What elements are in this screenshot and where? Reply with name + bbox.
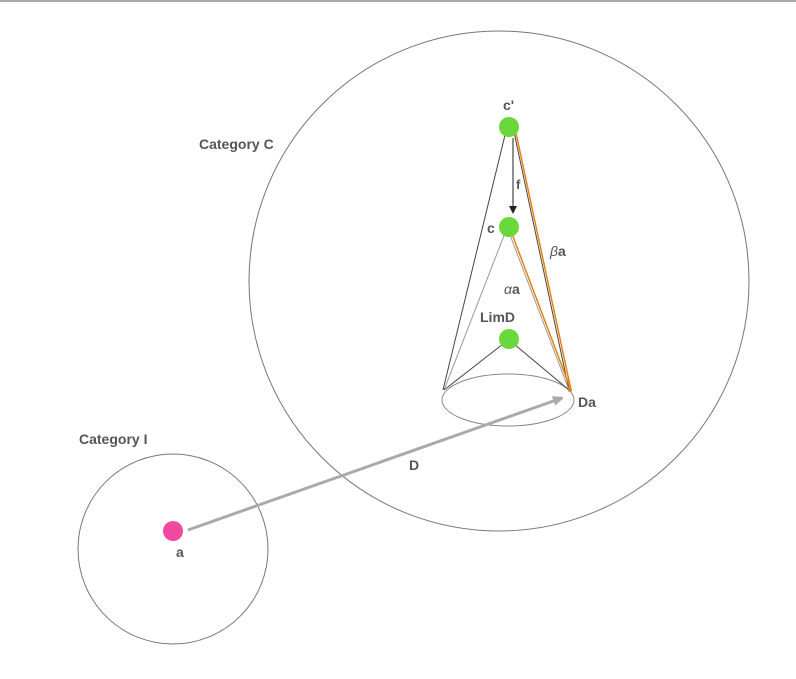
category-c-circle	[248, 30, 750, 532]
beta-a-component	[515, 132, 572, 391]
cone-c-right	[509, 234, 570, 391]
category-i-circle	[77, 453, 269, 645]
alpha-symbol: α	[504, 281, 513, 297]
object-c-prime	[499, 117, 519, 137]
morphism-f-label: f	[516, 177, 521, 192]
alpha-suffix: a	[512, 281, 520, 297]
object-a-label: a	[176, 544, 184, 560]
object-limd-label: LimD	[480, 309, 515, 325]
object-limd	[499, 329, 519, 349]
object-c	[499, 217, 519, 237]
cone-c-prime-right	[513, 131, 570, 391]
category-i-label: Category I	[79, 431, 147, 447]
object-a	[163, 521, 183, 541]
cone-c-left	[443, 232, 506, 391]
beta-symbol: β	[549, 243, 558, 259]
alpha-a-component	[511, 233, 572, 391]
object-c-prime-label: c'	[503, 97, 514, 113]
da-point	[568, 388, 572, 392]
cone-c-prime-left	[442, 134, 506, 391]
diagram-base-ellipse	[441, 373, 575, 427]
functor-d-arrow	[187, 398, 562, 532]
beta-a-label: βa	[549, 243, 566, 259]
beta-suffix: a	[558, 243, 566, 259]
alpha-a-label: αa	[504, 281, 520, 297]
object-c-label: c	[487, 220, 495, 236]
cone-limd-right	[513, 343, 570, 391]
category-c-label: Category C	[199, 136, 274, 152]
object-da-label: Da	[578, 394, 596, 410]
functor-d-label: D	[409, 457, 419, 473]
cone-limd-left	[443, 343, 504, 391]
